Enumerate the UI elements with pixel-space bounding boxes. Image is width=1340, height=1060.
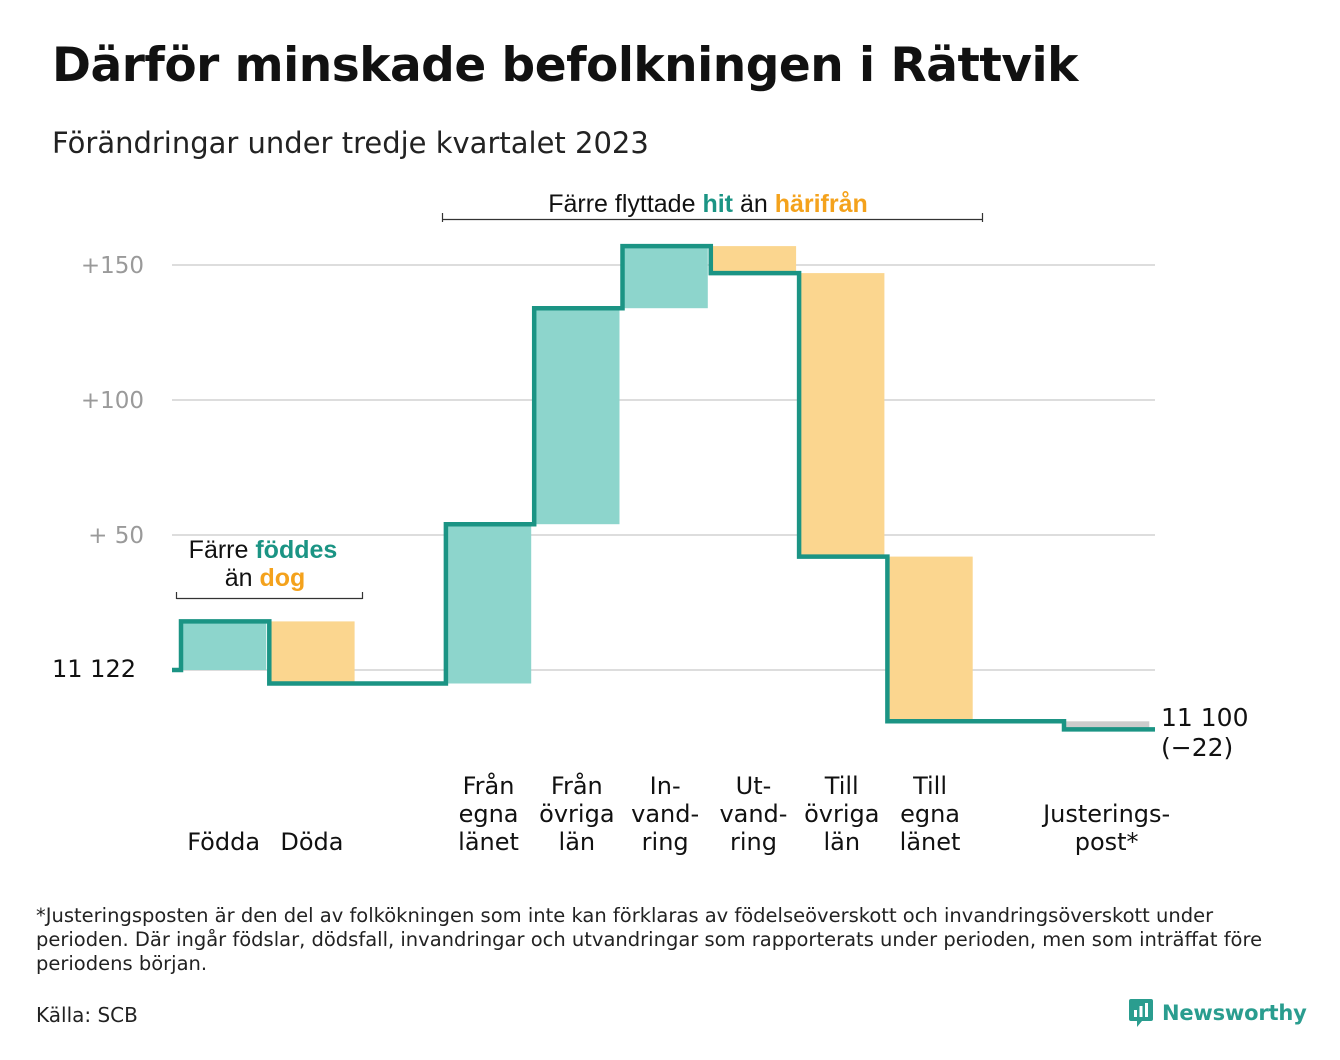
category-label-justerings-post*: Justerings-post* [1041, 800, 1170, 856]
bar-In-vand-ring [622, 246, 708, 309]
category-label-ut-vand-ring: Ut-vand-ring [719, 772, 787, 856]
logo-wordmark: Newsworthy [1162, 1001, 1307, 1025]
waterfall-chart: + 50 +100 +150 Födda Döda Från egna länet Från ö… [52, 190, 1248, 856]
population-line [172, 243, 1155, 732]
y-axis-tick-labels: + 50 +100 +150 [81, 253, 144, 549]
category-label-tillegnalänet: Till egna länet [900, 772, 961, 856]
svg-text:Färre flyttade hit: Färre flyttade hit än härifrån [548, 190, 868, 218]
migration-annotation-highlight-out: härifrån [775, 190, 868, 218]
chart-subtitle: Förändringar under tredje kvartalet 2023 [52, 126, 649, 160]
bar-Frånegnalänet [445, 524, 532, 684]
bar-Justerings-post* [1064, 721, 1150, 730]
bar-Tillövrigalän [799, 273, 885, 557]
migration-annotation-highlight-in: hit [702, 190, 733, 218]
bar-Ut-vand-ring [710, 246, 797, 274]
start-value-label: 11 122 [52, 655, 136, 683]
category-label-döda: Döda [280, 828, 343, 856]
svg-text:Färre föddes: Färre föddes [189, 536, 338, 564]
source-label: Källa: SCB [36, 1003, 138, 1027]
chart-bubble-icon [1129, 999, 1153, 1027]
category-label-in-vand-ring: In-vand-ring [631, 772, 699, 856]
svg-text:än dog: än dog [225, 564, 306, 592]
category-label-frånövrigalän: Från övriga län [539, 771, 614, 856]
chart-title: Därför minskade befolkningen i Rättvik [52, 38, 1078, 93]
category-label-frånegnalänet: Från egna länet [458, 771, 519, 856]
newsworthy-logo: Newsworthy [1128, 998, 1307, 1028]
y-tick-label: +100 [81, 388, 144, 414]
end-change-label: (−22) [1161, 733, 1233, 762]
end-value-label: 11 100 [1161, 703, 1248, 732]
bar-Tillegnalänet [887, 556, 973, 722]
category-label-tillövrigalän: Till övriga län [804, 772, 879, 856]
migration-annotation-than: än [740, 190, 768, 218]
y-tick-label: +150 [81, 253, 144, 279]
births-annotation-than: än [225, 564, 253, 592]
bar-Frånövrigalän [534, 308, 620, 525]
bars [181, 246, 1150, 730]
grid-lines [172, 264, 1155, 671]
cumulative-population-line [172, 243, 1155, 732]
bar-Födda [181, 621, 267, 670]
births-annotation-highlight-in: föddes [255, 536, 337, 564]
births-annotation-highlight-out: dog [259, 564, 305, 592]
y-tick-label: + 50 [88, 523, 144, 549]
bar-Döda [269, 621, 355, 684]
births-annotation-bracket [175, 592, 364, 600]
category-label-födda: Födda [187, 828, 260, 856]
migration-annotation-bracket [441, 213, 984, 222]
category-labels: Födda Döda Från egna länet Från övriga länIn-va… [187, 771, 1170, 856]
migration-annotation: Färre flyttade hit än härifrån [441, 190, 984, 222]
footnote: *Justeringsposten är den del av folkökni… [36, 904, 1263, 975]
births-annotation-prefix: Färre [189, 536, 249, 564]
migration-annotation-prefix: Färre flyttade [548, 190, 695, 218]
births-annotation: Färre föddes än dog [175, 536, 364, 600]
